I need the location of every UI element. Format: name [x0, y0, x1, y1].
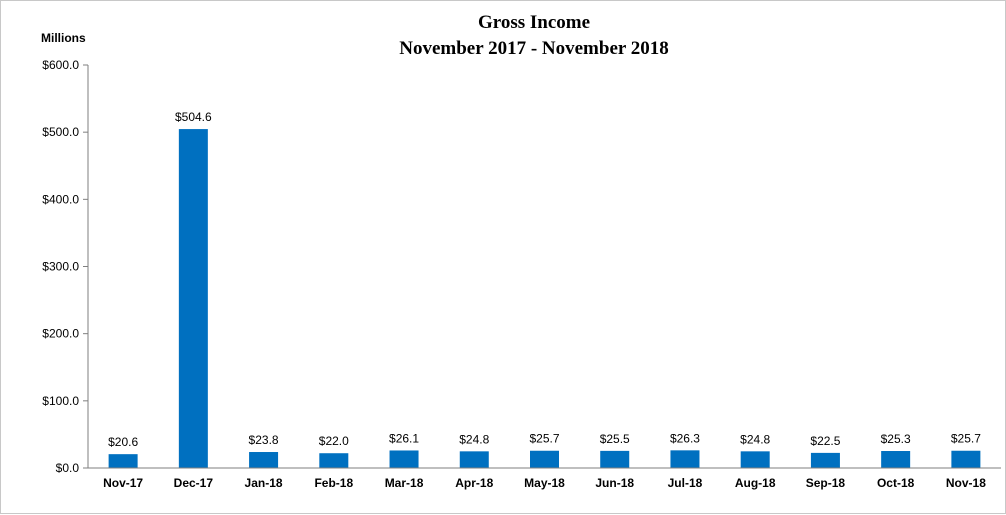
x-tick-label: Oct-18	[877, 476, 915, 490]
chart-title: Gross Income	[478, 12, 590, 33]
x-tick-label: May-18	[524, 476, 565, 490]
bar	[530, 450, 559, 468]
data-label: $22.0	[319, 434, 349, 448]
unit-label: Millions	[41, 31, 86, 45]
y-tick-label: $0.0	[56, 461, 80, 475]
y-tick-label: $200.0	[42, 327, 79, 341]
x-tick-label: Sep-18	[806, 476, 846, 490]
x-tick-label: Jul-18	[668, 476, 703, 490]
chart-subtitle: November 2017 - November 2018	[399, 38, 668, 59]
x-tick-label: Feb-18	[314, 476, 353, 490]
data-label: $25.7	[951, 432, 981, 446]
data-label: $24.8	[740, 432, 770, 446]
y-tick-label: $300.0	[42, 260, 79, 274]
bar	[108, 454, 138, 468]
data-label: $20.6	[108, 435, 138, 449]
bar	[178, 129, 208, 468]
x-tick-label: Mar-18	[385, 476, 424, 490]
data-label: $25.3	[881, 432, 911, 446]
bar	[810, 452, 840, 468]
data-label: $26.1	[389, 431, 419, 445]
data-label: $22.5	[810, 434, 840, 448]
bar	[319, 453, 349, 468]
y-tick-label: $500.0	[42, 125, 79, 139]
x-tick-label: Dec-17	[174, 476, 214, 490]
y-axis-ticks: $0.0 $100.0 $200.0 $300.0 $400.0 $500.0 $600.0	[42, 58, 88, 475]
data-labels: $20.6 $504.6 $23.8 $22.0 $26.1 $24.8 $25.7 $25.…	[108, 110, 981, 449]
y-tick-label: $100.0	[42, 394, 79, 408]
x-tick-label: Nov-18	[946, 476, 986, 490]
bar	[670, 450, 700, 468]
bars	[108, 129, 981, 468]
data-label: $504.6	[175, 110, 212, 124]
y-tick-label: $400.0	[42, 192, 79, 206]
data-label: $24.8	[459, 432, 489, 446]
data-label: $25.5	[600, 432, 630, 446]
x-tick-label: Apr-18	[455, 476, 493, 490]
data-label: $23.8	[249, 433, 279, 447]
bar	[249, 452, 279, 468]
bar	[740, 451, 770, 468]
bar	[459, 451, 489, 468]
y-tick-label: $600.0	[42, 58, 79, 72]
bar	[600, 450, 630, 468]
x-axis-ticks: Nov-17 Dec-17 Jan-18 Feb-18 Mar-18 Apr-18 May-…	[103, 476, 986, 490]
bar	[389, 450, 419, 468]
x-tick-label: Nov-17	[103, 476, 143, 490]
x-tick-label: Aug-18	[735, 476, 776, 490]
bar	[951, 450, 981, 468]
data-label: $25.7	[529, 432, 559, 446]
x-tick-label: Jun-18	[595, 476, 634, 490]
data-label: $26.3	[670, 431, 700, 445]
x-tick-label: Jan-18	[245, 476, 283, 490]
bar	[881, 451, 911, 468]
